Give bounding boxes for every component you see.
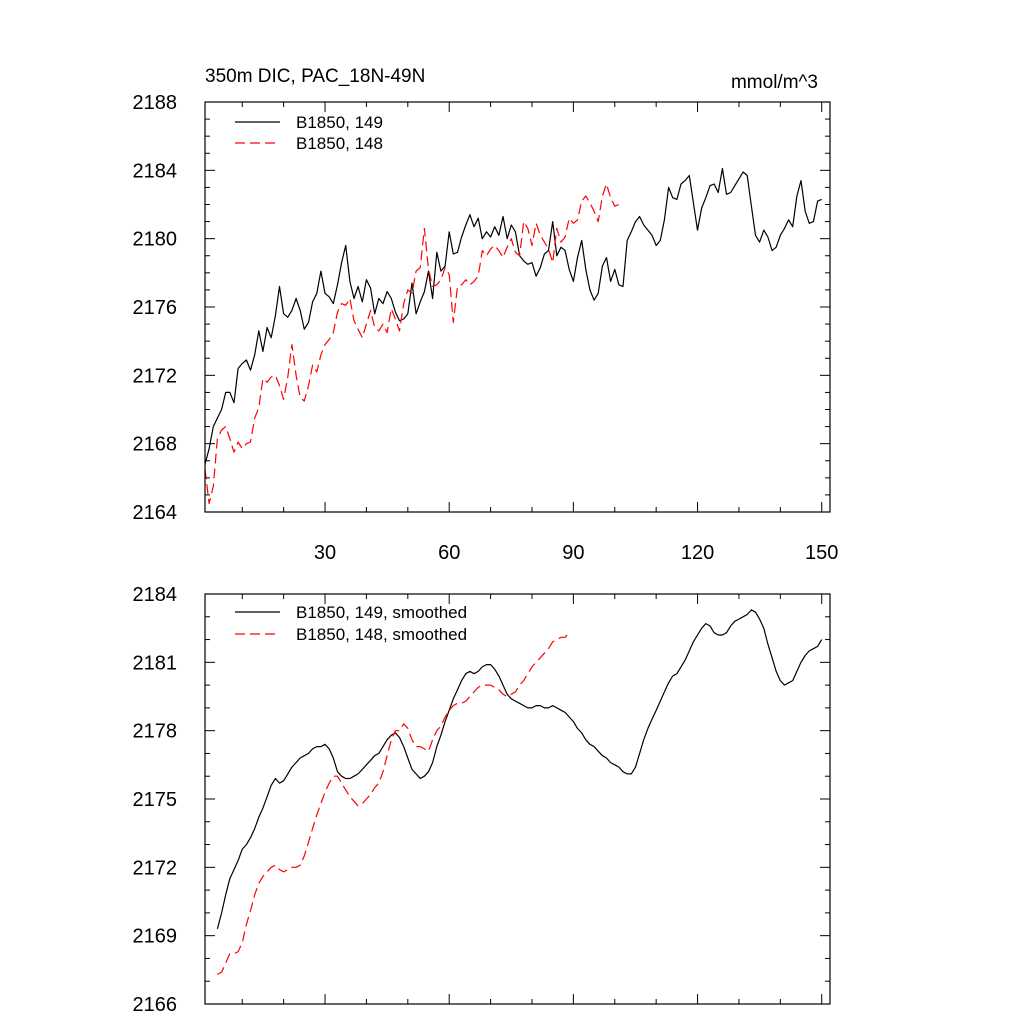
y-tick-label: 2176 <box>133 297 178 319</box>
x-tick-label: 30 <box>314 542 336 564</box>
legend-label-b1850-149: B1850, 149 <box>296 113 383 132</box>
bottom-axes: 2166 2169 2172 2175 2178 2181 2184 <box>133 584 830 1016</box>
x-tick-label: 150 <box>805 542 838 564</box>
top-panel: 350m DIC, PAC_18N-49N mmol/m^3 216421682… <box>133 66 839 564</box>
x-tick-label: 120 <box>681 542 714 564</box>
chart-title: 350m DIC, PAC_18N-49N <box>205 66 425 87</box>
legend-label-b1850-148: B1850, 148 <box>296 134 383 153</box>
y-tick-label: 2180 <box>133 229 178 251</box>
series-line-b1850-148-smoothed <box>217 632 570 975</box>
y-tick-label: 2172 <box>133 365 178 387</box>
y-tick-label: 2181 <box>133 652 178 674</box>
top-series <box>204 168 822 505</box>
bottom-plot-frame <box>204 593 831 1005</box>
top-axes: 2164 2168 2172 2176 2180 2184 2188 30 60 90 120 150 <box>133 92 839 564</box>
series-line-b1850-149 <box>204 168 822 465</box>
x-tick-label: 60 <box>438 542 460 564</box>
legend-label-b1850-149-smoothed: B1850, 149, smoothed <box>296 603 467 622</box>
legend-label-b1850-148-smoothed: B1850, 148, smoothed <box>296 625 467 644</box>
y-tick-label: 2178 <box>133 721 178 743</box>
y-tick-label: 2184 <box>133 584 178 606</box>
y-tick-label: 2164 <box>133 502 178 524</box>
top-plot-frame <box>204 101 831 513</box>
y-tick-label: 2168 <box>133 434 178 456</box>
series-line-b1850-149-smoothed <box>216 609 823 929</box>
bottom-series <box>216 609 823 975</box>
bottom-panel: 2166 2169 2172 2175 2178 2181 2184 B1850, 149,… <box>133 584 831 1016</box>
series-line-b1850-148 <box>204 183 624 505</box>
y-tick-label: 2169 <box>133 926 178 948</box>
y-tick-label: 2172 <box>133 857 178 879</box>
x-tick-label: 90 <box>562 542 584 564</box>
y-tick-label: 2166 <box>133 994 178 1016</box>
y-tick-label: 2188 <box>133 92 178 114</box>
units-label: mmol/m^3 <box>731 72 818 93</box>
bottom-legend: B1850, 149, smoothed B1850, 148, smoothe… <box>235 603 467 644</box>
y-tick-label: 2175 <box>133 789 178 811</box>
y-tick-label: 2184 <box>133 160 178 182</box>
top-legend: B1850, 149 B1850, 148 <box>235 113 383 153</box>
